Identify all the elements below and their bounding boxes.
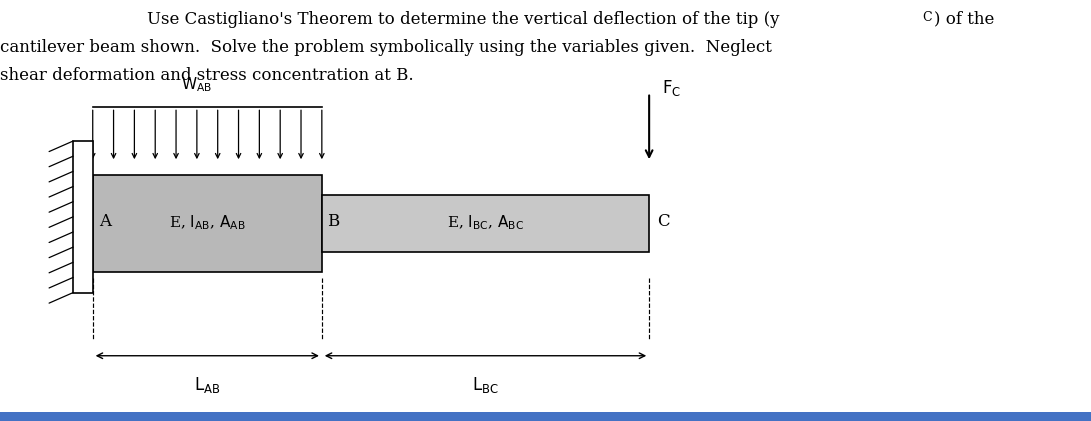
Bar [322, 195, 649, 252]
Text: ) of the: ) of the [934, 11, 994, 27]
Text: E, $\mathsf{I_{AB}}$, $\mathsf{A_{AB}}$: E, $\mathsf{I_{AB}}$, $\mathsf{A_{AB}}$ [169, 214, 245, 232]
Text: C: C [922, 11, 932, 24]
Bar [73, 141, 93, 293]
Text: $\mathsf{W_{AB}}$: $\mathsf{W_{AB}}$ [181, 75, 212, 94]
Text: $\mathsf{F_C}$: $\mathsf{F_C}$ [662, 78, 682, 99]
Text: B: B [327, 213, 339, 229]
Bar [0, 412, 1091, 421]
Bar [93, 175, 322, 272]
Text: shear deformation and stress concentration at B.: shear deformation and stress concentrati… [0, 67, 413, 84]
Text: Use Castigliano's Theorem to determine the vertical deflection of the tip (y: Use Castigliano's Theorem to determine t… [147, 11, 780, 27]
Text: A: A [99, 213, 111, 229]
Text: E, $\mathsf{I_{BC}}$, $\mathsf{A_{BC}}$: E, $\mathsf{I_{BC}}$, $\mathsf{A_{BC}}$ [447, 214, 524, 232]
Text: $\mathsf{L_{BC}}$: $\mathsf{L_{BC}}$ [472, 375, 499, 395]
Text: C: C [657, 213, 670, 229]
Text: cantilever beam shown.  Solve the problem symbolically using the variables given: cantilever beam shown. Solve the problem… [0, 39, 771, 56]
Text: $\mathsf{L_{AB}}$: $\mathsf{L_{AB}}$ [194, 375, 220, 395]
